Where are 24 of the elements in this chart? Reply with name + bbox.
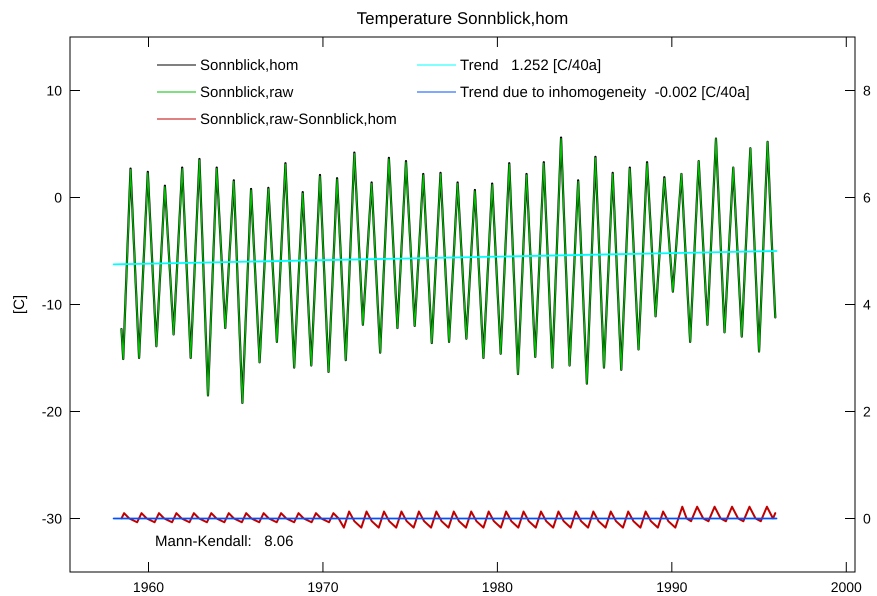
x-tick-label: 2000: [830, 579, 862, 595]
y-tick-label: -20: [42, 404, 62, 420]
y2-tick-label: 2: [863, 404, 871, 420]
legend-label: Sonnblick,hom: [200, 57, 298, 74]
legend-label: Trend due to inhomogeneity -0.002 [C/40a]: [460, 84, 750, 101]
legend-label: Sonnblick,raw-Sonnblick,hom: [200, 111, 397, 128]
x-tick-label: 1980: [482, 579, 514, 595]
y-axis-title: [C]: [11, 294, 28, 314]
y2-tick-label: 0: [863, 510, 871, 526]
y2-tick-label: 8: [863, 82, 871, 98]
y2-tick-label: 6: [863, 190, 871, 206]
y-tick-label: -10: [42, 296, 62, 312]
y-tick-label: 0: [54, 190, 62, 206]
y-tick-label: -30: [42, 510, 62, 526]
line-series: [120, 506, 776, 529]
annotation: Mann-Kendall: 8.06: [155, 533, 294, 550]
y2-tick-label: 4: [863, 296, 871, 312]
chart-title: Temperature Sonnblick,hom: [356, 9, 568, 28]
x-tick-label: 1990: [656, 579, 688, 595]
x-tick-label: 1960: [132, 579, 164, 595]
legend-label: Sonnblick,raw: [200, 84, 294, 101]
legend-label: Trend 1.252 [C/40a]: [460, 57, 602, 74]
x-tick-label: 1970: [307, 579, 339, 595]
y-tick-label: 10: [46, 82, 62, 98]
